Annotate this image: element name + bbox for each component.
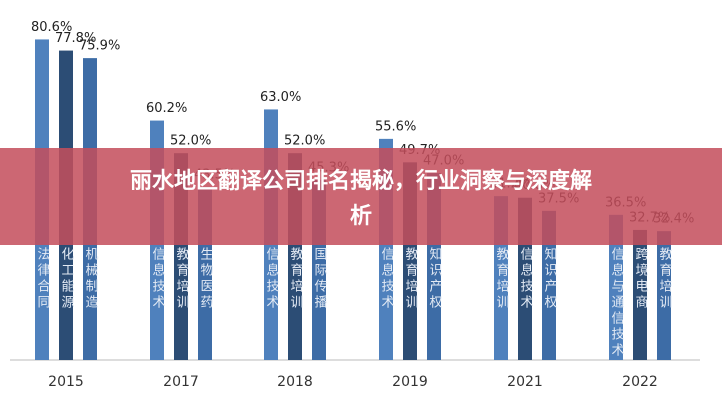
bar xyxy=(633,229,647,360)
bar-label: 机械制造 xyxy=(83,247,99,311)
bar-label: 教育培训 xyxy=(174,246,190,311)
bar-label: 信息技术 xyxy=(264,247,280,311)
bar-label: 国际传播 xyxy=(312,247,328,311)
banner-title: 析 xyxy=(350,204,372,229)
bar-label: 知识产权 xyxy=(542,246,558,311)
bar-label: 信息技术 xyxy=(518,247,534,311)
bar-label: 法律合同 xyxy=(35,247,51,311)
bar-label: 信息技术 xyxy=(150,247,166,311)
value-label: 63.0% xyxy=(260,90,301,105)
bar-label: 教育培训 xyxy=(403,246,419,311)
value-label: 77.8% xyxy=(55,31,96,46)
bar xyxy=(657,231,671,360)
bar-label: 信息技术 xyxy=(379,247,395,311)
banner xyxy=(0,148,722,245)
bar xyxy=(542,210,556,360)
bar-label: 教育培训 xyxy=(657,246,673,311)
value-label: 80.6% xyxy=(31,20,72,35)
bar-label: 知识产权 xyxy=(427,246,443,311)
bar-label: 信息与通信技术 xyxy=(609,247,625,359)
value-label: 75.9% xyxy=(79,39,120,54)
x-tick-label: 2022 xyxy=(622,374,658,390)
bar xyxy=(609,214,623,360)
value-label: 60.2% xyxy=(146,101,187,116)
bar-label: 教育培训 xyxy=(288,246,304,311)
x-tick-label: 2017 xyxy=(163,374,199,390)
x-tick-label: 2021 xyxy=(507,374,543,390)
value-label: 55.6% xyxy=(375,119,416,134)
x-tick-label: 2015 xyxy=(48,374,84,390)
banner-title: 丽水地区翻译公司排名揭秘，行业洞察与深度解 xyxy=(130,168,592,194)
x-tick-label: 2018 xyxy=(277,374,313,390)
x-tick-label: 2019 xyxy=(392,374,428,390)
bar-label: 生物医药 xyxy=(198,247,214,311)
value-label: 52.0% xyxy=(284,134,325,149)
bar-label: 跨境电商 xyxy=(633,247,649,311)
value-label: 52.0% xyxy=(170,134,211,149)
bar-label: 化工能源 xyxy=(59,247,75,311)
bar-label: 教育培训 xyxy=(494,246,510,311)
